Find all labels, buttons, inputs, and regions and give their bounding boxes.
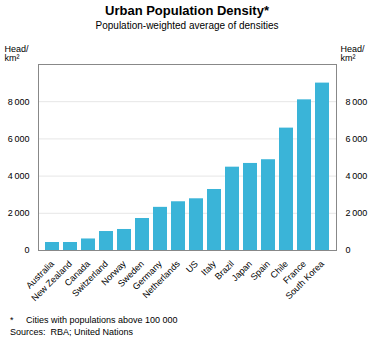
svg-text:US: US <box>184 259 200 275</box>
svg-text:2 000: 2 000 <box>346 208 368 218</box>
svg-text:Canada: Canada <box>62 258 92 289</box>
svg-text:6 000: 6 000 <box>8 134 30 144</box>
html-text:Urban Population Density*: Urban Population Density* <box>105 3 269 18</box>
svg-text:8 000: 8 000 <box>8 97 30 107</box>
svg-text:2 000: 2 000 <box>8 208 30 218</box>
svg-text:Spain: Spain <box>249 259 272 282</box>
html-text:Sources: RBA; United Nations: Sources: RBA; United Nations <box>10 327 134 337</box>
svg-text:Brazil: Brazil <box>213 258 236 282</box>
svg-text:Norway: Norway <box>99 258 128 288</box>
svg-text:France: France <box>281 258 308 286</box>
svg-text:Netherlands: Netherlands <box>141 258 183 300</box>
svg-text:Switzerland: Switzerland <box>70 258 110 299</box>
svg-text:Sweden: Sweden <box>115 258 146 289</box>
svg-text:0: 0 <box>24 245 29 255</box>
html-text:* Cities with populations abov: * Cities with populations above 100 000 <box>10 315 178 325</box>
svg-text:Chile: Chile <box>268 258 290 281</box>
svg-text:South Korea: South Korea <box>283 259 325 301</box>
svg-text:0: 0 <box>346 245 351 255</box>
svg-text:8 000: 8 000 <box>346 97 368 107</box>
svg-text:New Zealand: New Zealand <box>29 258 74 304</box>
svg-text:Head/km²: Head/km² <box>5 44 30 63</box>
svg-text:Italy: Italy <box>199 258 218 278</box>
svg-text:Australia: Australia <box>24 258 56 291</box>
svg-text:Head/km²: Head/km² <box>341 44 366 63</box>
html-text:Population-weighted average of: Population-weighted average of densities <box>95 20 279 31</box>
svg-text:4 000: 4 000 <box>346 171 368 181</box>
svg-text:4 000: 4 000 <box>8 171 30 181</box>
svg-text:6 000: 6 000 <box>346 134 368 144</box>
svg-text:Germany: Germany <box>130 258 164 292</box>
svg-text:Japan: Japan <box>230 259 254 283</box>
